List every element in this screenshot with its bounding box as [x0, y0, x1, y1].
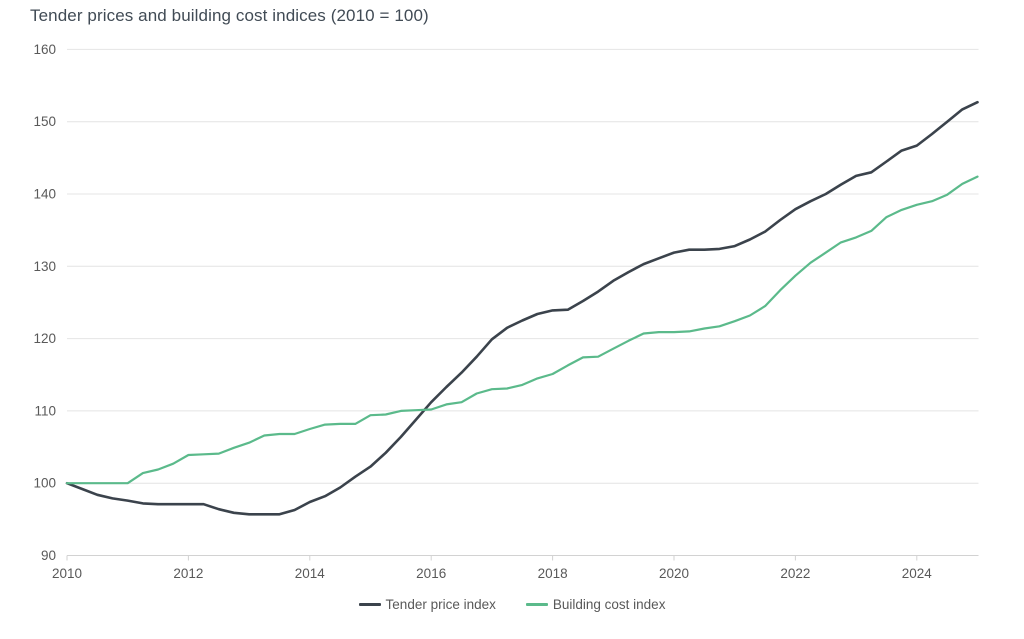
x-axis-label-2022: 2022: [780, 566, 810, 581]
tender-price-legend-label: Tender price index: [385, 597, 496, 612]
y-axis-label-90: 90: [41, 548, 56, 563]
legend-item-tender-price-index: Tender price index: [358, 597, 496, 612]
gridlines: [67, 48, 979, 484]
y-axis-label-160: 160: [33, 42, 56, 57]
x-axis-label-2014: 2014: [295, 566, 326, 581]
y-axis-label-110: 110: [34, 403, 56, 418]
legend-item-building-cost-index: Building cost index: [525, 597, 666, 612]
x-axis-label-2010: 2010: [52, 566, 82, 581]
building-cost-index-line: [65, 175, 979, 485]
x-axis-label-2018: 2018: [538, 566, 568, 581]
y-axis-label-130: 130: [33, 259, 56, 274]
tender-price-line-swatch: [358, 603, 381, 606]
y-axis-label-140: 140: [33, 187, 56, 202]
x-axis: [66, 555, 979, 561]
y-axis-labels: 90 100 110 120 130 140 150 160: [33, 42, 56, 563]
chart-title: Tender prices and building cost indices …: [30, 6, 429, 25]
y-axis-label-100: 100: [33, 476, 56, 491]
y-axis-label-120: 120: [33, 331, 56, 346]
x-axis-label-2012: 2012: [173, 566, 203, 581]
x-axis-label-2016: 2016: [416, 566, 446, 581]
legend: Tender price index Building cost index: [0, 597, 1024, 612]
y-axis-label-150: 150: [33, 114, 56, 129]
building-cost-legend-label: Building cost index: [552, 597, 666, 612]
x-axis-labels: 2010 2012 2014 2016 2018 2020 2022 2024: [52, 566, 932, 581]
x-axis-label-2024: 2024: [902, 566, 933, 581]
building-cost-line-swatch: [525, 603, 548, 606]
x-axis-label-2020: 2020: [659, 566, 689, 581]
tender-price-index-line: [65, 100, 979, 516]
